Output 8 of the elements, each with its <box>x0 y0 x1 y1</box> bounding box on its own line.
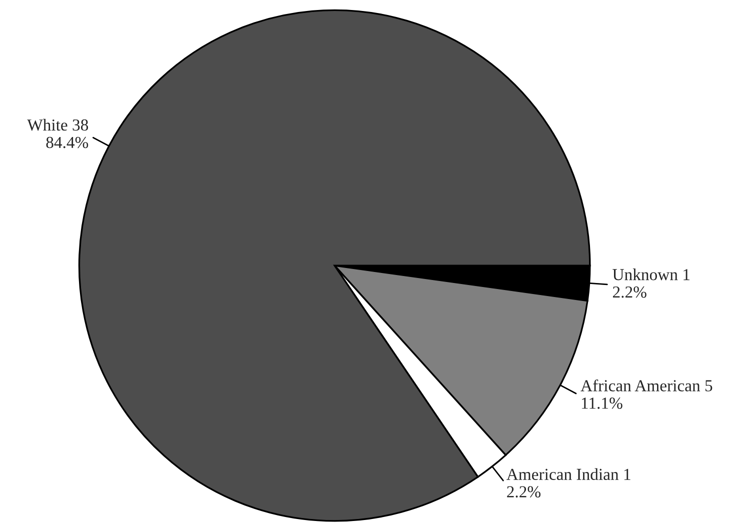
data-label: 11.1% <box>582 398 622 409</box>
data-label: 2.2% <box>612 286 646 298</box>
data-label: 2.2% <box>507 486 540 498</box>
slice-label: African American 5 <box>580 379 712 392</box>
slice-label: White 38 <box>27 118 88 131</box>
data-label: 84.4% <box>46 136 88 148</box>
slice-label: American Indian 1 <box>506 468 630 480</box>
slice-label: Unknown 1 <box>612 268 690 280</box>
